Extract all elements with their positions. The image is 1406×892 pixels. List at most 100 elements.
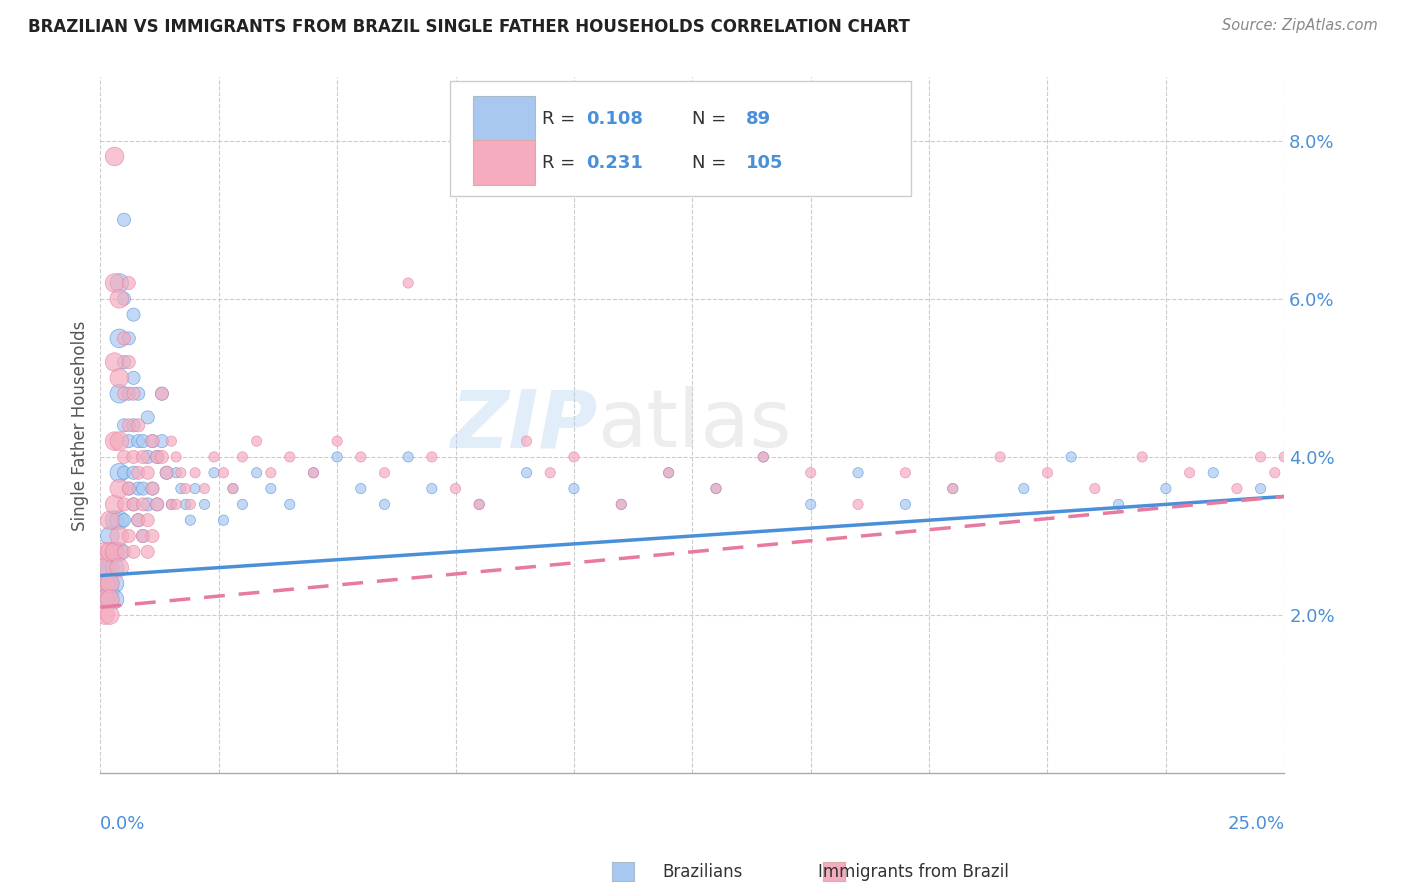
Point — [165, 497, 187, 511]
Point — [103, 545, 125, 559]
Point — [103, 434, 125, 449]
Point — [136, 497, 159, 511]
Point — [108, 513, 131, 527]
Point — [108, 560, 131, 574]
Point — [108, 331, 131, 345]
Y-axis label: Single Father Households: Single Father Households — [72, 320, 89, 531]
Point — [112, 331, 135, 345]
Point — [132, 482, 155, 496]
Point — [704, 482, 727, 496]
Point — [800, 466, 823, 480]
Point — [202, 466, 225, 480]
Point — [150, 386, 173, 401]
Point — [246, 466, 269, 480]
Point — [1178, 466, 1201, 480]
Point — [94, 545, 117, 559]
Point — [444, 482, 467, 496]
Point — [136, 513, 159, 527]
Point — [193, 497, 215, 511]
Point — [396, 276, 419, 290]
Point — [202, 450, 225, 464]
Point — [150, 450, 173, 464]
Point — [112, 355, 135, 369]
Point — [562, 482, 585, 496]
Point — [94, 576, 117, 591]
Point — [132, 529, 155, 543]
Point — [122, 308, 145, 322]
Point — [108, 529, 131, 543]
Point — [108, 545, 131, 559]
Point — [846, 466, 869, 480]
Point — [94, 552, 117, 566]
Point — [150, 434, 173, 449]
Point — [141, 482, 163, 496]
Point — [610, 497, 633, 511]
Point — [170, 466, 193, 480]
Text: 89: 89 — [745, 111, 770, 128]
Point — [1084, 482, 1107, 496]
Point — [326, 434, 349, 449]
Point — [141, 434, 163, 449]
Point — [103, 560, 125, 574]
Point — [141, 434, 163, 449]
Point — [538, 466, 561, 480]
Point — [118, 482, 141, 496]
Point — [132, 450, 155, 464]
Point — [112, 386, 135, 401]
Point — [1108, 497, 1130, 511]
Point — [122, 386, 145, 401]
Point — [658, 466, 681, 480]
Point — [112, 418, 135, 433]
Point — [846, 497, 869, 511]
Point — [103, 513, 125, 527]
Point — [420, 450, 443, 464]
Point — [108, 386, 131, 401]
Point — [141, 529, 163, 543]
Point — [658, 466, 681, 480]
Point — [184, 466, 207, 480]
Point — [108, 466, 131, 480]
Text: N =: N = — [692, 154, 727, 172]
Point — [118, 482, 141, 496]
Point — [108, 292, 131, 306]
Text: atlas: atlas — [598, 386, 792, 465]
Point — [122, 450, 145, 464]
Point — [179, 513, 201, 527]
Text: R =: R = — [541, 154, 581, 172]
Point — [127, 482, 149, 496]
Point — [231, 450, 253, 464]
Point — [800, 497, 823, 511]
Point — [212, 513, 235, 527]
Point — [98, 576, 121, 591]
Point — [98, 545, 121, 559]
Text: 105: 105 — [745, 154, 783, 172]
Point — [562, 450, 585, 464]
Point — [103, 355, 125, 369]
Point — [1036, 466, 1059, 480]
Point — [127, 386, 149, 401]
Point — [146, 450, 169, 464]
Point — [174, 497, 197, 511]
Point — [94, 608, 117, 623]
Point — [516, 466, 538, 480]
Point — [212, 466, 235, 480]
Point — [1250, 450, 1272, 464]
Point — [98, 608, 121, 623]
Point — [98, 576, 121, 591]
Point — [98, 529, 121, 543]
Point — [112, 292, 135, 306]
Point — [94, 568, 117, 582]
Point — [103, 576, 125, 591]
Point — [146, 450, 169, 464]
Point — [231, 497, 253, 511]
Point — [98, 592, 121, 607]
Point — [127, 434, 149, 449]
Point — [118, 434, 141, 449]
Point — [118, 331, 141, 345]
Point — [108, 276, 131, 290]
FancyBboxPatch shape — [474, 96, 534, 142]
Point — [103, 545, 125, 559]
Point — [112, 513, 135, 527]
Point — [184, 482, 207, 496]
Text: 0.231: 0.231 — [586, 154, 643, 172]
